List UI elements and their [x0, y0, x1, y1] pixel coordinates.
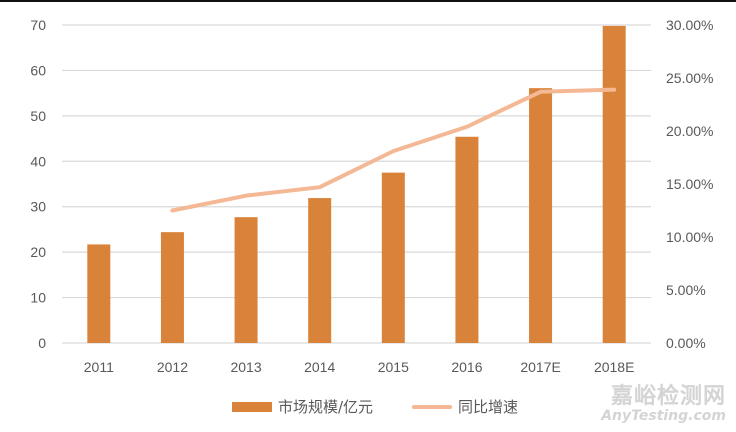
y2-tick-label: 25.00%	[666, 70, 713, 86]
legend: 市场规模/亿元 同比增速	[0, 396, 736, 420]
y-tick-label: 60	[30, 62, 46, 78]
right-axis-ticks: 0.00% 5.00% 10.00% 15.00% 20.00% 25.00% 30.00%	[666, 17, 713, 351]
y2-tick-label: 30.00%	[666, 17, 713, 33]
watermark-en: AnyTesting.com	[601, 408, 726, 424]
bar	[87, 244, 111, 343]
y2-tick-label: 10.00%	[666, 229, 713, 245]
bar	[160, 232, 184, 343]
legend-item-bar: 市场规模/亿元	[232, 396, 373, 417]
left-axis-ticks: 0 10 20 30 40 50 60 70	[30, 17, 46, 351]
x-tick-label: 2012	[157, 359, 188, 375]
y2-tick-label: 0.00%	[666, 335, 706, 351]
gridlines	[62, 24, 651, 344]
growth-line	[170, 87, 617, 213]
line-series	[170, 87, 617, 213]
x-tick-label: 2013	[230, 359, 261, 375]
line-swatch-icon	[412, 404, 452, 409]
bar	[602, 25, 626, 344]
legend-label-bar: 市场规模/亿元	[278, 398, 374, 416]
y-tick-label: 40	[30, 153, 46, 169]
x-tick-label: 2016	[451, 359, 482, 375]
x-axis-ticks: 2011 2012 2013 2014 2015 2016 2017E 2018E	[84, 359, 635, 375]
y-tick-label: 10	[30, 290, 46, 306]
watermark-cn: 嘉峪检测网	[610, 384, 726, 409]
y2-tick-label: 5.00%	[666, 282, 706, 298]
bar	[455, 136, 479, 343]
y-tick-label: 30	[30, 199, 46, 215]
bar-series	[87, 25, 626, 344]
bar	[234, 217, 258, 343]
y2-tick-label: 20.00%	[666, 123, 713, 139]
y-tick-label: 0	[38, 335, 46, 351]
y-tick-label: 70	[30, 17, 46, 33]
legend-item-line: 同比增速	[412, 396, 518, 417]
bar	[308, 198, 332, 343]
x-tick-label: 2011	[84, 359, 114, 375]
y-tick-label: 20	[30, 244, 46, 260]
bar-swatch-icon	[232, 401, 272, 412]
y-tick-label: 50	[30, 108, 46, 124]
top-border	[0, 0, 736, 2]
x-tick-label: 2014	[304, 359, 335, 375]
watermark: 嘉峪检测网 AnyTesting.com	[601, 378, 726, 424]
x-tick-label: 2018E	[594, 359, 634, 375]
y2-tick-label: 15.00%	[666, 176, 713, 192]
bar	[529, 88, 553, 343]
bar	[381, 172, 405, 343]
legend-label-line: 同比增速	[458, 398, 519, 416]
x-tick-label: 2017E	[520, 359, 560, 375]
x-tick-label: 2015	[378, 359, 409, 375]
